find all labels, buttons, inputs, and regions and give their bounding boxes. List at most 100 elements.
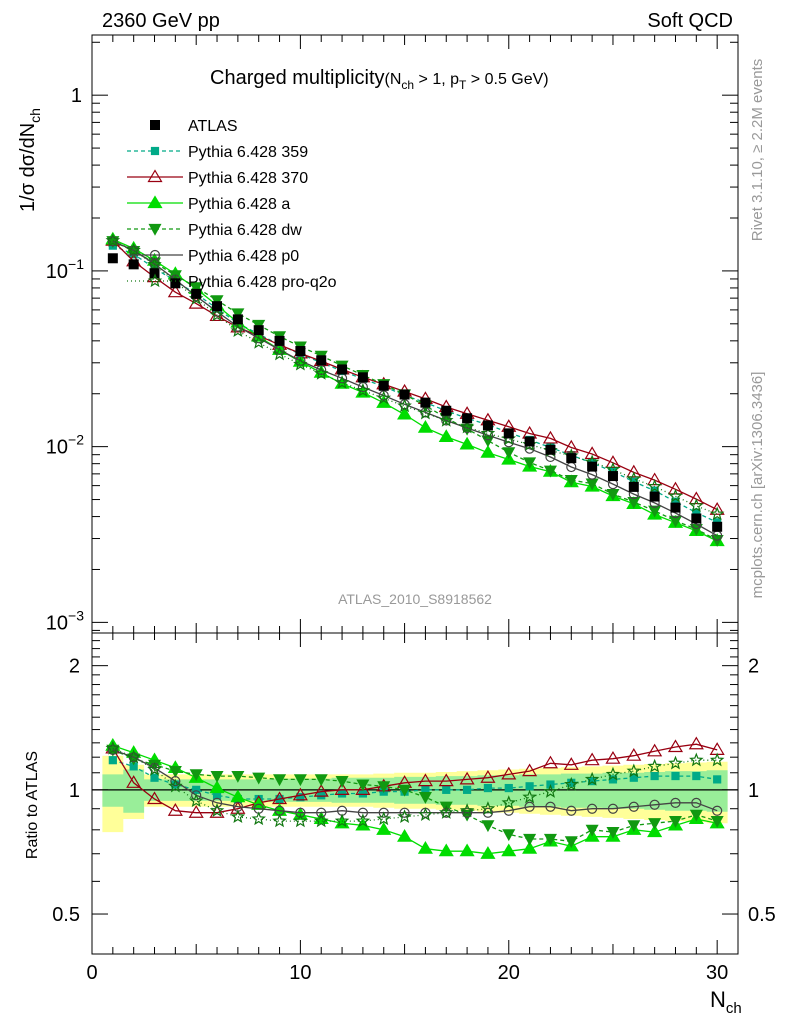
data-point bbox=[357, 372, 368, 383]
series-4-point bbox=[295, 355, 306, 366]
legend-entry-2: Pythia 6.428 a bbox=[127, 195, 290, 213]
data-point bbox=[691, 513, 702, 524]
series-5-point bbox=[689, 498, 704, 513]
series-1-point bbox=[688, 491, 704, 505]
series-1-ratio-point bbox=[146, 791, 163, 805]
series-5-point bbox=[418, 405, 433, 420]
series-5-ratio-point bbox=[584, 771, 600, 786]
y-tick-label-top: 1 bbox=[71, 85, 82, 107]
series-5-ratio-point bbox=[689, 752, 704, 767]
data-point bbox=[170, 278, 181, 289]
data-point bbox=[441, 405, 452, 416]
legend-entry-3: Pythia 6.428 dw bbox=[127, 222, 302, 239]
y-tick-label-bottom-right: 2 bbox=[748, 656, 759, 678]
series-1-ratio-point bbox=[459, 771, 475, 785]
series-1-ratio-point bbox=[230, 801, 246, 814]
series-1-ratio-point bbox=[313, 783, 329, 797]
series-4-ratio-point bbox=[566, 805, 577, 816]
series-5-ratio-point bbox=[564, 776, 579, 791]
series-3-ratio-point bbox=[585, 824, 599, 837]
data-point bbox=[607, 471, 618, 482]
series-5-ratio-point bbox=[480, 801, 496, 815]
series-3-ratio-point bbox=[627, 820, 641, 833]
series-4-ratio-point bbox=[461, 807, 473, 818]
series-3-ratio-point bbox=[523, 833, 537, 846]
series-3-point bbox=[543, 465, 557, 478]
distribution-panel bbox=[105, 231, 725, 547]
legend-label: Pythia 6.428 359 bbox=[188, 144, 308, 161]
series-4-ratio-point bbox=[545, 801, 556, 812]
series-4-ratio-point bbox=[649, 799, 660, 810]
x-tick-label: 30 bbox=[706, 962, 728, 984]
series-5-point bbox=[480, 425, 496, 440]
series-0-ratio-point bbox=[462, 785, 472, 794]
data-point bbox=[378, 380, 389, 391]
x-tick-label: 20 bbox=[498, 962, 520, 984]
data-point bbox=[295, 346, 306, 357]
data-point bbox=[316, 355, 327, 366]
series-4-ratio-point bbox=[316, 807, 327, 818]
series-4-ratio-point bbox=[357, 807, 369, 818]
data-point bbox=[545, 444, 556, 455]
series-5-point bbox=[626, 471, 642, 486]
series-3-point bbox=[210, 295, 224, 308]
series-3-ratio-point bbox=[418, 792, 432, 804]
series-3-ratio-point bbox=[210, 770, 224, 783]
series-5-point bbox=[355, 382, 371, 397]
series-4-ratio-point bbox=[211, 797, 223, 808]
y-tick-label-top: 10−3 bbox=[46, 607, 84, 634]
legend-marker bbox=[148, 223, 162, 236]
series-3-point bbox=[606, 488, 620, 501]
series-3-point bbox=[564, 475, 578, 487]
series-3-ratio-point bbox=[481, 820, 495, 833]
series-2-ratio-point bbox=[501, 843, 517, 857]
series-4-ratio-point bbox=[607, 803, 619, 814]
series-3-ratio-point bbox=[543, 833, 557, 846]
series-5-ratio-point bbox=[251, 811, 266, 826]
data-point bbox=[462, 413, 473, 424]
x-axis-label: Nch bbox=[710, 987, 742, 1017]
y-tick-label-bottom-right: 0.5 bbox=[748, 904, 776, 926]
series-4-ratio-point bbox=[191, 790, 202, 801]
series-5-ratio-point bbox=[397, 809, 412, 824]
series-1-point bbox=[709, 502, 725, 515]
series-1-point bbox=[584, 446, 600, 460]
series-4-ratio-point bbox=[691, 797, 702, 808]
series-5-ratio-point bbox=[188, 793, 204, 808]
series-4-ratio-point bbox=[670, 797, 681, 808]
header-left: 2360 GeV pp bbox=[102, 10, 220, 32]
legend-entry-0: Pythia 6.428 359 bbox=[127, 144, 308, 161]
bottom-panel-frame bbox=[91, 632, 739, 955]
series-5-ratio-point bbox=[334, 813, 350, 828]
y-axis-label-top: 1/σ dσ/dNch bbox=[17, 108, 43, 212]
series-4-ratio-point bbox=[712, 805, 723, 816]
series-3-ratio-point bbox=[606, 826, 620, 839]
axis-ticks: 0 10 20 30 1 10−1 10−2 10−3 2 2 1 1 0.5 0.5 bbox=[46, 35, 776, 984]
series-2-ratio-point bbox=[209, 780, 225, 794]
legend-marker-data bbox=[150, 120, 160, 130]
series-2-ratio-point bbox=[438, 843, 454, 857]
series-0-ratio-point bbox=[713, 775, 722, 784]
legend-label: Pythia 6.428 370 bbox=[188, 170, 308, 187]
series-0-ratio-point bbox=[317, 791, 326, 800]
ratio-panel bbox=[92, 736, 738, 859]
series-0-ratio-point bbox=[504, 783, 513, 793]
series-1-ratio-point bbox=[292, 787, 308, 801]
y-tick-label-bottom-right: 1 bbox=[748, 780, 759, 802]
series-2-point bbox=[438, 429, 454, 443]
series-2-ratio-point bbox=[459, 843, 475, 857]
data-point bbox=[399, 389, 410, 400]
series-0-ratio-point bbox=[692, 771, 701, 781]
series-5-ratio-point bbox=[501, 795, 517, 810]
series-1-ratio-point bbox=[605, 750, 621, 764]
series-5-ratio-point bbox=[522, 789, 537, 804]
series-5-ratio-point bbox=[126, 749, 141, 764]
series-1-point bbox=[167, 284, 183, 298]
legend-label: Pythia 6.428 p0 bbox=[188, 248, 299, 265]
series-5-ratio-point bbox=[147, 761, 162, 776]
series-5-ratio-point bbox=[168, 778, 183, 793]
series-1-ratio-point bbox=[355, 782, 371, 795]
data-point bbox=[107, 253, 118, 264]
legend-entry-1: Pythia 6.428 370 bbox=[127, 169, 308, 187]
data-point bbox=[128, 259, 139, 270]
